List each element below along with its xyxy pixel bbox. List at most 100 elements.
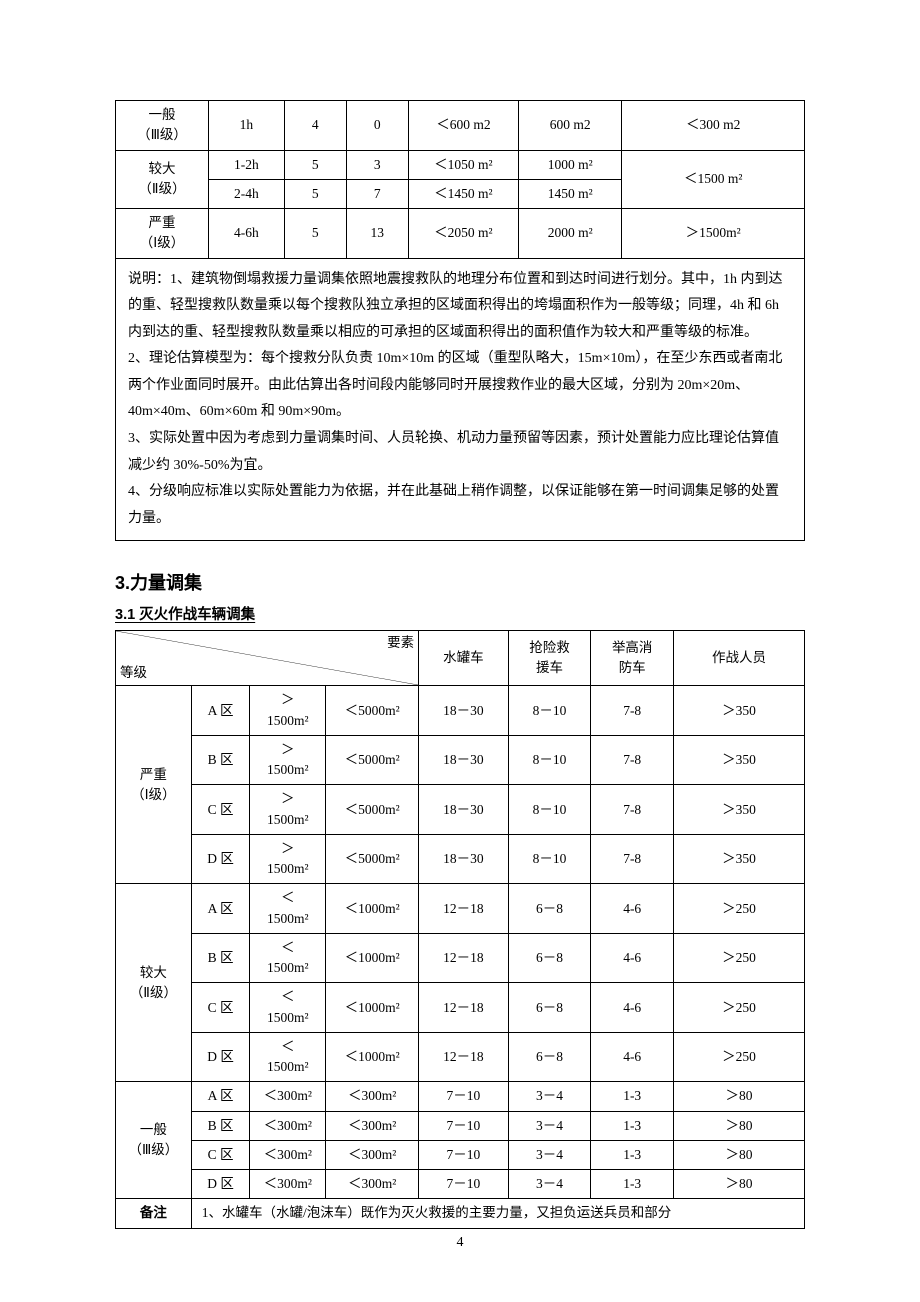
zone-cell: C 区 (191, 785, 250, 835)
cell: ＜1500 m² (622, 150, 805, 209)
zone-cell: A 区 (191, 686, 250, 736)
cell: ＞1500m² (250, 834, 326, 884)
zone-cell: D 区 (191, 1170, 250, 1199)
cell: 3－4 (508, 1111, 591, 1140)
cell: 7－10 (419, 1170, 509, 1199)
zone-cell: B 区 (191, 1111, 250, 1140)
cell: ＞1500m² (250, 735, 326, 785)
cell: 3 (346, 150, 408, 179)
table-vehicle-dispatch: 等级 要素 水罐车抢险救援车举高消防车作战人员严重（Ⅰ级）A 区＞1500m²＜… (115, 630, 805, 1228)
cell: 5 (284, 150, 346, 179)
cell: 7－10 (419, 1111, 509, 1140)
cell: ＞350 (674, 834, 805, 884)
footer-text: 1、水罐车（水罐/泡沫车）既作为灭火救援的主要力量，又担负运送兵员和部分 (191, 1199, 804, 1228)
cell: ＞1500m² (622, 209, 805, 259)
cell: ＜300m² (250, 1140, 326, 1169)
cell: ＜1050 m² (408, 150, 518, 179)
cell: ＜300 m2 (622, 101, 805, 151)
table-row: 严重（Ⅰ级）A 区＞1500m²＜5000m²18－308－107-8＞350 (116, 686, 805, 736)
cell: ＜300m² (250, 1082, 326, 1111)
cell: 12－18 (419, 983, 509, 1033)
cell: ＜300m² (326, 1082, 419, 1111)
cell: 12－18 (419, 884, 509, 934)
cell: ＞80 (674, 1140, 805, 1169)
level-cell: 较大（Ⅱ级） (116, 150, 209, 209)
cell: 3－4 (508, 1082, 591, 1111)
cell: 1-3 (591, 1082, 674, 1111)
cell: 1-3 (591, 1170, 674, 1199)
cell: ＞80 (674, 1111, 805, 1140)
zone-cell: A 区 (191, 1082, 250, 1111)
cell: ＞350 (674, 735, 805, 785)
cell: 4-6 (591, 983, 674, 1033)
cell: 1000 m² (519, 150, 622, 179)
table-row: D 区＞1500m²＜5000m²18－308－107-8＞350 (116, 834, 805, 884)
cell: ＞350 (674, 785, 805, 835)
cell: 6－8 (508, 884, 591, 934)
cell: ＜1450 m² (408, 179, 518, 208)
cell: ＜300m² (326, 1140, 419, 1169)
cell: ＞250 (674, 933, 805, 983)
header-row: 等级 要素 水罐车抢险救援车举高消防车作战人员 (116, 631, 805, 686)
cell: ＜1000m² (326, 983, 419, 1033)
cell: 1450 m² (519, 179, 622, 208)
table-row: 较大（Ⅱ级）A 区＜1500m²＜1000m²12－186－84-6＞250 (116, 884, 805, 934)
cell: 8－10 (508, 735, 591, 785)
cell: ＞1500m² (250, 686, 326, 736)
zone-cell: A 区 (191, 884, 250, 934)
cell: ＜1000m² (326, 884, 419, 934)
cell: 6－8 (508, 983, 591, 1033)
cell: ＞350 (674, 686, 805, 736)
cell: 3－4 (508, 1170, 591, 1199)
table-row: 严重（Ⅰ级）4-6h513＜2050 m²2000 m²＞1500m² (116, 209, 805, 259)
cell: ＜300m² (326, 1111, 419, 1140)
col-header: 作战人员 (674, 631, 805, 686)
cell: ＜300m² (250, 1170, 326, 1199)
cell: 4-6h (209, 209, 285, 259)
level-cell: 一般（Ⅲ级） (116, 1082, 192, 1199)
level-cell: 严重（Ⅰ级） (116, 686, 192, 884)
cell: 8－10 (508, 834, 591, 884)
table-row: 一般（Ⅲ级）1h40＜600 m2600 m2＜300 m2 (116, 101, 805, 151)
zone-cell: D 区 (191, 834, 250, 884)
cell: 4 (284, 101, 346, 151)
cell: 7-8 (591, 834, 674, 884)
section-3-1-title: 3.1 灭火作战车辆调集 (115, 603, 805, 624)
table-footer-row: 备注1、水罐车（水罐/泡沫车）既作为灭火救援的主要力量，又担负运送兵员和部分 (116, 1199, 805, 1228)
cell: 0 (346, 101, 408, 151)
cell: ＜1500m² (250, 884, 326, 934)
cell: ＜1500m² (250, 983, 326, 1033)
zone-cell: B 区 (191, 735, 250, 785)
cell: 12－18 (419, 933, 509, 983)
cell: ＜5000m² (326, 735, 419, 785)
table-row: B 区＜300m²＜300m²7－103－41-3＞80 (116, 1111, 805, 1140)
page-number: 4 (0, 1235, 920, 1251)
cell: ＜5000m² (326, 686, 419, 736)
col-header: 抢险救援车 (508, 631, 591, 686)
level-cell: 一般（Ⅲ级） (116, 101, 209, 151)
diagonal-header: 等级 要素 (116, 631, 419, 686)
cell: ＜1500m² (250, 1032, 326, 1082)
table-row: C 区＞1500m²＜5000m²18－308－107-8＞350 (116, 785, 805, 835)
diag-right-label: 要素 (387, 633, 414, 653)
cell: 7-8 (591, 785, 674, 835)
level-cell: 严重（Ⅰ级） (116, 209, 209, 259)
cell: 18－30 (419, 686, 509, 736)
cell: 7 (346, 179, 408, 208)
cell: 8－10 (508, 785, 591, 835)
cell: 18－30 (419, 785, 509, 835)
cell: 600 m2 (519, 101, 622, 151)
cell: 6－8 (508, 1032, 591, 1082)
cell: 5 (284, 179, 346, 208)
table-collapse-levels: 一般（Ⅲ级）1h40＜600 m2600 m2＜300 m2较大（Ⅱ级）1-2h… (115, 100, 805, 541)
cell: 4-6 (591, 933, 674, 983)
notes-cell: 说明：1、建筑物倒塌救援力量调集依照地震搜救队的地理分布位置和到达时间进行划分。… (116, 258, 805, 541)
cell: ＜2050 m² (408, 209, 518, 259)
cell: ＞250 (674, 1032, 805, 1082)
cell: 12－18 (419, 1032, 509, 1082)
cell: 3－4 (508, 1140, 591, 1169)
table-row: 一般（Ⅲ级）A 区＜300m²＜300m²7－103－41-3＞80 (116, 1082, 805, 1111)
zone-cell: D 区 (191, 1032, 250, 1082)
cell: 7－10 (419, 1140, 509, 1169)
cell: 6－8 (508, 933, 591, 983)
